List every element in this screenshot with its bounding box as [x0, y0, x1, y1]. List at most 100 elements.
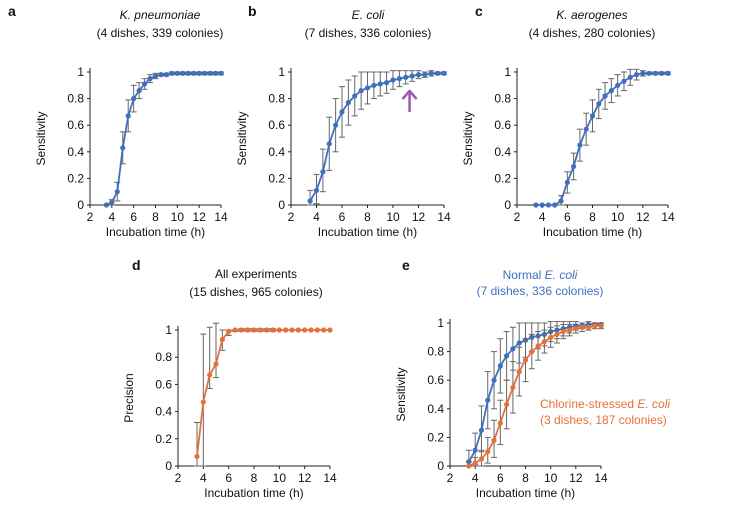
y-tick-label: 0.2	[268, 171, 285, 185]
data-point	[472, 447, 478, 453]
data-point	[283, 327, 289, 333]
y-tick-label: 0.4	[67, 145, 84, 159]
series-label-line2: (3 dishes, 187 colonies)	[540, 413, 667, 427]
series-line	[468, 324, 601, 467]
data-point	[665, 70, 671, 76]
y-tick-label: 0.4	[155, 405, 172, 419]
data-point	[533, 202, 539, 208]
x-tick-label: 2	[288, 210, 295, 224]
x-tick-label: 4	[472, 471, 479, 485]
data-point	[535, 343, 541, 349]
y-tick-label: 0.8	[155, 350, 172, 364]
x-tick-label: 14	[323, 471, 337, 485]
panel-label: d	[132, 257, 141, 273]
x-tick-label: 12	[569, 471, 583, 485]
data-point	[327, 327, 333, 333]
data-point	[396, 76, 402, 82]
panel-title: K. aerogenes	[556, 8, 627, 22]
y-axis-label: Sensitivity	[394, 367, 408, 421]
data-point	[364, 85, 371, 91]
y-tick-label: 0	[77, 198, 84, 212]
data-point	[621, 78, 627, 84]
x-tick-label: 6	[339, 210, 346, 224]
series-label-orange: Chlorine-stressed E. coli (3 dishes, 187 …	[540, 397, 670, 427]
panel-subtitle: (4 dishes, 339 colonies)	[97, 26, 224, 40]
data-point	[466, 463, 472, 469]
x-tick-label: 2	[87, 210, 94, 224]
x-tick-label: 14	[661, 210, 675, 224]
data-point	[579, 324, 585, 330]
data-point	[652, 70, 659, 76]
x-tick-label: 4	[108, 210, 115, 224]
data-point	[257, 327, 263, 333]
y-axis-label: Sensitivity	[461, 111, 475, 165]
data-point	[136, 88, 142, 94]
data-point	[598, 323, 604, 329]
data-point	[158, 72, 164, 78]
data-point	[545, 202, 552, 208]
y-tick-label: 0.6	[67, 118, 84, 132]
data-point	[270, 327, 276, 333]
data-point	[504, 353, 510, 359]
data-point	[577, 142, 583, 148]
y-axis-label: Precision	[122, 373, 136, 422]
x-tick-label: 10	[171, 210, 185, 224]
data-point	[207, 70, 213, 76]
series-orange	[194, 322, 333, 467]
data-point	[472, 460, 478, 466]
annotation-arrow	[401, 89, 418, 112]
data-point	[571, 163, 577, 170]
data-point	[125, 113, 131, 119]
y-tick-label: 0.2	[427, 430, 444, 444]
data-point	[596, 101, 602, 107]
data-point	[435, 70, 441, 76]
series-label-line1: Chlorine-stressed E. coli	[540, 397, 670, 411]
x-tick-label: 12	[298, 471, 312, 485]
y-tick-label: 0.6	[494, 118, 511, 132]
series-label-species: E. coli	[637, 397, 670, 411]
x-tick-label: 2	[447, 471, 454, 485]
y-tick-label: 0.8	[268, 92, 285, 106]
data-point	[497, 420, 503, 426]
panel-label: e	[402, 257, 410, 273]
x-tick-label: 14	[594, 471, 608, 485]
y-tick-label: 0.6	[427, 373, 444, 387]
data-point	[333, 122, 339, 128]
panel-b: b E. coli (7 dishes, 336 colonies) 0 0.2 0.4 0…	[235, 3, 451, 239]
data-point	[152, 73, 159, 79]
x-tick-label: 4	[200, 471, 207, 485]
data-point	[191, 70, 197, 76]
y-tick-label: 0.2	[67, 171, 84, 185]
data-point	[358, 88, 364, 94]
panel-d: d All experiments (15 dishes, 965 colonies…	[122, 257, 337, 500]
data-point	[109, 199, 115, 205]
x-tick-label: 8	[522, 471, 529, 485]
data-point	[289, 327, 295, 333]
x-tick-label: 2	[175, 471, 182, 485]
data-point	[295, 327, 301, 333]
x-tick-label: 10	[386, 210, 400, 224]
data-point	[627, 74, 633, 80]
data-point	[390, 77, 396, 83]
data-point	[403, 74, 409, 80]
x-tick-label: 12	[192, 210, 206, 224]
data-point	[213, 361, 219, 367]
data-point	[120, 145, 126, 151]
data-point	[308, 327, 314, 333]
data-point	[608, 88, 614, 94]
data-point	[314, 327, 320, 333]
data-point	[219, 336, 225, 343]
data-point	[202, 70, 208, 76]
data-point	[548, 334, 554, 340]
y-tick-label: 0	[437, 459, 444, 473]
data-point	[226, 328, 232, 334]
x-tick-label: 8	[152, 210, 159, 224]
data-point	[339, 109, 345, 115]
data-point	[592, 323, 598, 329]
data-point	[646, 70, 652, 76]
data-point	[529, 349, 535, 355]
data-point	[174, 70, 180, 76]
data-point	[276, 327, 282, 333]
data-point	[485, 449, 491, 455]
